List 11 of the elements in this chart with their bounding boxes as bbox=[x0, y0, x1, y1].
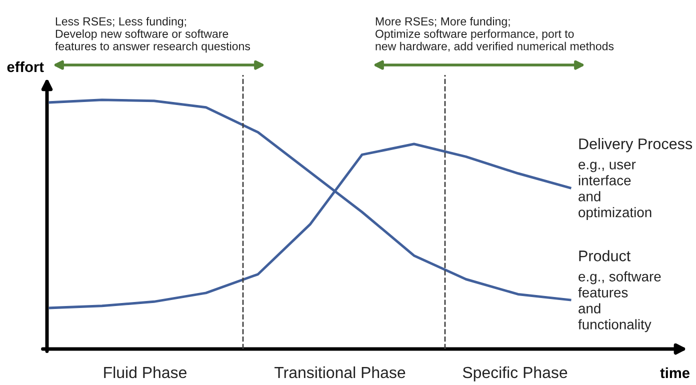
y-axis-title: effort bbox=[7, 61, 44, 72]
annotation: e.g., user interface and optimization bbox=[578, 162, 652, 220]
text: More RSEs; More funding; Optimize software performance, port to new hardware, add verified numerical methods bbox=[376, 17, 614, 52]
text: Product bbox=[579, 250, 631, 262]
annotation: e.g., software features and functionality bbox=[578, 271, 661, 332]
text: Specific Phase bbox=[462, 366, 568, 382]
text: Fluid Phase bbox=[104, 366, 186, 378]
text: Delivery Process bbox=[579, 138, 692, 152]
x-axis-title: time bbox=[660, 367, 690, 378]
text: Less RSEs; Less funding; Develop new software or software features to answer research questions bbox=[55, 17, 250, 53]
text: Transitional Phase bbox=[274, 366, 406, 378]
